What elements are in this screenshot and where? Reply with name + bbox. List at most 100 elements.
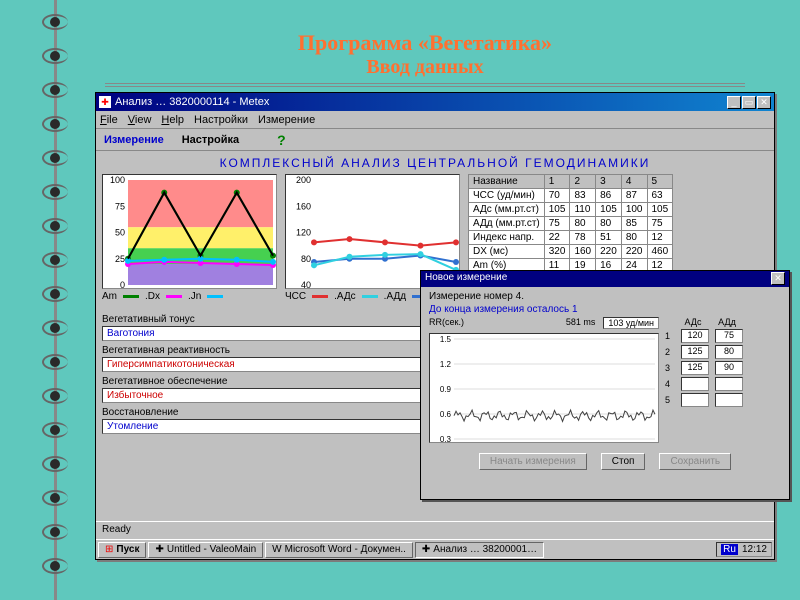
- param-value: Утомление: [102, 419, 429, 434]
- swatch: [166, 295, 182, 298]
- col-header: 4: [621, 175, 647, 189]
- menu-file[interactable]: File: [100, 114, 118, 126]
- col-header: 2: [570, 175, 596, 189]
- add-input[interactable]: 80: [715, 345, 743, 359]
- rr-chart: 1.51.20.90.60.3: [429, 333, 659, 443]
- add-input[interactable]: [715, 377, 743, 391]
- swatch: [207, 295, 223, 298]
- svg-text:50: 50: [115, 228, 125, 238]
- minimize-button[interactable]: _: [727, 96, 741, 109]
- menu-view[interactable]: View: [128, 114, 152, 126]
- divider: [105, 86, 745, 87]
- lang-indicator[interactable]: Ru: [721, 544, 738, 555]
- rr-label: RR(сек.): [429, 317, 464, 329]
- hole: [50, 425, 60, 435]
- dialog-line1: Измерение номер 4.: [429, 291, 781, 302]
- hole: [50, 221, 60, 231]
- start-measure-button[interactable]: Начать измерения: [479, 453, 587, 470]
- legend-jn: .Jn: [188, 291, 201, 302]
- task-label: Microsoft Word - Докумен..: [285, 544, 406, 555]
- row-num: 1: [665, 331, 675, 341]
- statusbar: Ready: [96, 521, 774, 539]
- window-title: Анализ … 3820000114 - Metex: [115, 96, 269, 108]
- chart1: 1007550250: [102, 174, 277, 289]
- maximize-button[interactable]: ▭: [742, 96, 756, 109]
- chart1-wrapper: 1007550250 Am .Dx .Jn: [102, 174, 277, 302]
- system-tray: Ru 12:12: [716, 542, 772, 557]
- taskbar-item[interactable]: ✚ Untitled - ValeoMain: [148, 542, 263, 558]
- menu-measure[interactable]: Измерение: [258, 114, 315, 126]
- dialog-line2: До конца измерения осталось 1: [429, 304, 781, 315]
- taskbar-item[interactable]: ✚ Анализ … 38200001…: [415, 542, 544, 558]
- start-label: Пуск: [116, 544, 139, 555]
- stop-button[interactable]: Стоп: [601, 453, 646, 470]
- slide-title-1: Программа «Вегетатика»: [75, 30, 775, 56]
- hole: [50, 323, 60, 333]
- dialog-close-button[interactable]: ✕: [771, 272, 785, 285]
- task-icon: W: [272, 544, 281, 555]
- bp-inputs: АДсАДд 1 120 75 2 125 80 3 125 90 4 5: [665, 317, 743, 407]
- task-icon: ✚: [422, 544, 430, 555]
- table-row: АДд (мм.рт.ст)7580808575: [469, 217, 673, 231]
- table-row: Индекс напр.2278518012: [469, 231, 673, 245]
- dialog-titlebar[interactable]: Новое измерение ✕: [421, 271, 789, 287]
- svg-text:75: 75: [115, 201, 125, 211]
- legend-ads: .АДс: [334, 291, 356, 302]
- menu-help[interactable]: Help: [161, 114, 184, 126]
- titlebar[interactable]: ✚ Анализ … 3820000114 - Metex _ ▭ ✕: [96, 93, 774, 111]
- menubar: File View Help Настройки Измерение: [96, 111, 774, 129]
- hole: [50, 17, 60, 27]
- hole: [50, 391, 60, 401]
- svg-text:25: 25: [115, 254, 125, 264]
- ads-input[interactable]: [681, 393, 709, 407]
- rr-ms: 581 ms: [566, 317, 596, 329]
- slide-title-2: Ввод данных: [75, 56, 775, 79]
- tab-measure[interactable]: Измерение: [104, 134, 164, 146]
- hole: [50, 51, 60, 61]
- svg-text:40: 40: [301, 280, 311, 290]
- col-header: 5: [647, 175, 673, 189]
- swatch: [312, 295, 328, 298]
- section-title: КОМПЛЕКСНЫЙ АНАЛИЗ ЦЕНТРАЛЬНОЙ ГЕМОДИНАМ…: [102, 156, 768, 170]
- col-header: 3: [596, 175, 622, 189]
- hole: [50, 187, 60, 197]
- hole: [50, 255, 60, 265]
- hole: [50, 561, 60, 571]
- close-button[interactable]: ✕: [757, 96, 771, 109]
- param-label: Вегетативное обеспечение: [102, 376, 429, 387]
- svg-text:160: 160: [296, 201, 311, 211]
- ads-input[interactable]: 125: [681, 361, 709, 375]
- add-input[interactable]: [715, 393, 743, 407]
- add-input[interactable]: 90: [715, 361, 743, 375]
- save-button[interactable]: Сохранить: [659, 453, 731, 470]
- row-num: 2: [665, 347, 675, 357]
- row-num: 5: [665, 395, 675, 405]
- measurement-dialog: Новое измерение ✕ Измерение номер 4. До …: [420, 270, 790, 500]
- hole: [50, 493, 60, 503]
- clock: 12:12: [742, 544, 767, 555]
- param-value: Избыточное: [102, 388, 429, 403]
- row-num: 3: [665, 363, 675, 373]
- menu-settings[interactable]: Настройки: [194, 114, 248, 126]
- swatch: [123, 295, 139, 298]
- table-row: ЧСС (уд/мин)7083868763: [469, 189, 673, 203]
- param-value: Гиперсимпатикотоническая: [102, 357, 429, 372]
- ads-input[interactable]: 120: [681, 329, 709, 343]
- table-row: АДс (мм.рт.ст)105110105100105: [469, 203, 673, 217]
- row-num: 4: [665, 379, 675, 389]
- toolbar: Измерение Настройка ?: [96, 129, 774, 151]
- param-value: Ваготония: [102, 326, 429, 341]
- ads-input[interactable]: [681, 377, 709, 391]
- chart1-legend: Am .Dx .Jn: [102, 291, 277, 302]
- windows-icon: ⊞: [105, 544, 113, 555]
- legend-add: .АДд: [384, 291, 406, 302]
- taskbar-item[interactable]: W Microsoft Word - Докумен..: [265, 542, 413, 558]
- start-button[interactable]: ⊞ Пуск: [98, 542, 146, 558]
- add-input[interactable]: 75: [715, 329, 743, 343]
- svg-text:200: 200: [296, 175, 311, 185]
- svg-text:100: 100: [110, 175, 125, 185]
- ads-input[interactable]: 125: [681, 345, 709, 359]
- tab-settings[interactable]: Настройка: [182, 134, 239, 146]
- help-icon[interactable]: ?: [277, 132, 286, 148]
- param-label: Вегетативный тонус: [102, 314, 429, 325]
